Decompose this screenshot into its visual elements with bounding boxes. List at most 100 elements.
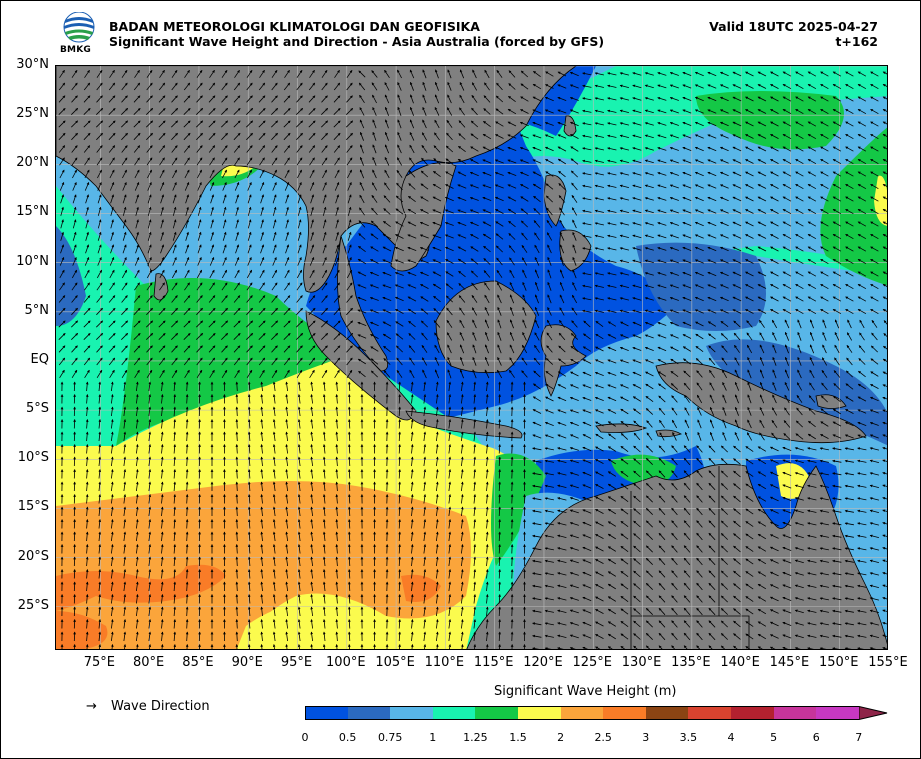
wave-arrow xyxy=(483,95,491,103)
wave-arrow xyxy=(619,72,629,76)
wave-arrow xyxy=(832,121,842,127)
wave-arrow xyxy=(84,69,90,78)
colorbar-segment xyxy=(390,706,433,720)
colorbar-segment xyxy=(816,706,859,720)
indian-darkorange-w xyxy=(56,564,226,611)
wave-arrow xyxy=(283,82,291,91)
wave-arrow xyxy=(557,134,567,139)
wave-arrow xyxy=(669,121,679,126)
wave-arrow xyxy=(845,83,854,90)
wave-arrow xyxy=(644,97,654,101)
wave-arrow xyxy=(271,69,278,78)
wave-arrow xyxy=(857,108,867,115)
wave-arrow xyxy=(371,82,378,91)
wave-arrow xyxy=(208,107,216,115)
wave-arrow xyxy=(171,120,179,128)
wave-arrow xyxy=(146,95,153,103)
wave-arrow xyxy=(757,121,767,127)
wave-arrow xyxy=(158,120,166,128)
wave-arrow xyxy=(146,107,154,115)
wave-arrow xyxy=(183,120,191,128)
wave-arrow xyxy=(857,96,867,102)
wave-arrow xyxy=(719,109,729,114)
wave-arrow xyxy=(397,131,402,141)
wave-arrow xyxy=(434,119,440,129)
colorbar-tick-label: 1.25 xyxy=(463,731,488,744)
colorbar-tick-label: 3 xyxy=(642,731,650,744)
wave-arrow xyxy=(569,109,579,114)
wave-arrow xyxy=(607,97,617,101)
colorbar-segment xyxy=(773,706,817,720)
colorbar-tick-label: 2 xyxy=(557,731,565,744)
wave-arrow xyxy=(570,134,579,139)
wave-arrow xyxy=(732,71,742,77)
wave-arrow xyxy=(121,120,129,128)
wave-arrow xyxy=(882,108,887,112)
wave-arrow xyxy=(271,120,279,128)
lat-tick-label: 25°S xyxy=(17,597,49,613)
wave-arrow xyxy=(472,69,477,79)
wave-arrow xyxy=(372,119,377,129)
wave-arrow xyxy=(208,120,216,128)
wave-arrow xyxy=(359,107,365,116)
wave-arrow xyxy=(133,82,141,91)
wave-arrow xyxy=(757,109,767,114)
wave-arrow xyxy=(309,69,315,78)
colorbar-tick-label: 5 xyxy=(770,731,778,744)
wave-arrow xyxy=(770,121,779,127)
wave-arrow xyxy=(271,95,278,103)
wave-arrow xyxy=(384,119,389,129)
wave-arrow xyxy=(233,82,241,91)
colorbar-extend xyxy=(858,706,887,720)
wave-arrow xyxy=(594,109,604,113)
wave-arrow xyxy=(594,134,604,138)
wave-arrow xyxy=(221,120,229,128)
wave-arrow xyxy=(782,71,792,77)
wave-arrow xyxy=(146,120,154,128)
wave-arrow xyxy=(820,121,829,127)
lat-tick-label: EQ xyxy=(30,351,49,367)
wave-arrow xyxy=(757,96,767,102)
state-borders xyxy=(630,466,750,649)
wave-arrow xyxy=(221,82,228,91)
wave-arrow xyxy=(446,119,453,128)
wave-arrow xyxy=(782,121,792,127)
wave-arrow xyxy=(434,81,439,91)
wave-arrow xyxy=(707,121,717,127)
wave-arrow xyxy=(234,69,240,78)
wave-arrow xyxy=(434,106,440,116)
wave-arrow xyxy=(183,107,191,115)
wave-arrow xyxy=(108,82,116,91)
wave-arrow xyxy=(422,81,427,91)
wave-arrow xyxy=(246,69,253,78)
wave-arrow xyxy=(359,119,365,129)
wave-arrow xyxy=(532,134,542,139)
wave-arrow xyxy=(333,132,341,141)
colorbar-segment xyxy=(560,706,604,720)
wave-arrow xyxy=(770,96,779,102)
colorbar-tick-label: 4 xyxy=(727,731,735,744)
wave-arrow xyxy=(346,120,354,128)
wave-arrow xyxy=(83,132,91,141)
colorbar-tick-label: 7 xyxy=(855,731,863,744)
wave-arrow xyxy=(296,69,303,78)
colorbar-title: Significant Wave Height (m) xyxy=(494,684,677,699)
wave-arrow xyxy=(246,95,253,103)
wave-arrow xyxy=(682,134,692,139)
wave-arrow xyxy=(682,84,692,89)
indian-green xyxy=(116,278,386,446)
wave-arrow xyxy=(346,69,353,78)
wave-arrow xyxy=(795,71,804,77)
wave-arrow xyxy=(71,107,79,115)
wave-arrow xyxy=(209,69,215,78)
wave-arrow xyxy=(108,120,116,128)
wave-arrow xyxy=(133,120,141,128)
colorbar-segment xyxy=(731,706,774,720)
wave-arrow xyxy=(607,109,617,113)
wave-arrow xyxy=(545,84,554,89)
wave-arrow xyxy=(845,108,854,115)
wave-arrow xyxy=(795,96,804,102)
wave-arrow xyxy=(96,82,103,91)
wave-arrow xyxy=(782,108,792,115)
wave-arrow xyxy=(422,69,427,79)
